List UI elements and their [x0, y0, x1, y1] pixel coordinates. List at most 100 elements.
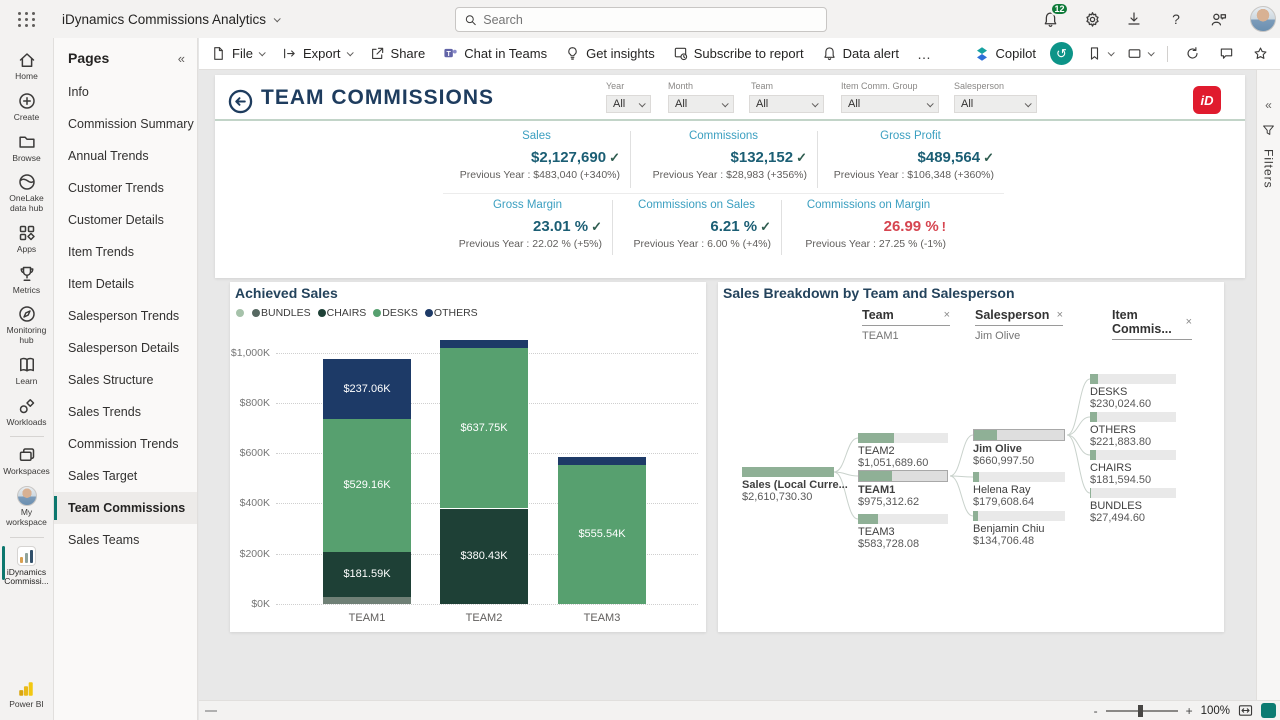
- page-item-sales-structure[interactable]: Sales Structure: [68, 373, 154, 387]
- file-menu-button[interactable]: File: [211, 46, 266, 61]
- app-title-menu[interactable]: iDynamics Commissions Analytics: [62, 12, 281, 27]
- remove-level-icon[interactable]: ×: [943, 309, 950, 321]
- filters-pane-collapsed[interactable]: « Filters: [1256, 70, 1280, 700]
- page-item-commission-trends[interactable]: Commission Trends: [68, 437, 179, 451]
- page-item-info[interactable]: Info: [68, 85, 89, 99]
- share-button[interactable]: Share: [370, 46, 425, 61]
- page-item-salesperson-trends[interactable]: Salesperson Trends: [68, 309, 180, 323]
- zoom-slider-handle[interactable]: [1137, 704, 1143, 717]
- kpi-card-commissions-on-margin[interactable]: Commissions on Margin 26.99 %! Previous …: [805, 199, 946, 250]
- page-item-salesperson-details[interactable]: Salesperson Details: [68, 341, 180, 355]
- bar-segment-OTHERS-TEAM1[interactable]: $237.06K: [323, 359, 411, 419]
- kpi-card-commissions[interactable]: Commissions $132,152 ✓ Previous Year : $2…: [652, 130, 807, 181]
- bookmarks-button[interactable]: [1087, 46, 1115, 61]
- kpi-card-commissions-on-sales[interactable]: Commissions on Sales 6.21 % ✓ Previous Ye…: [633, 199, 771, 250]
- page-item-team-commissions[interactable]: Team Commissions: [54, 492, 197, 524]
- export-menu-button[interactable]: Export: [282, 46, 354, 61]
- salesperson-dropdown[interactable]: All: [954, 95, 1037, 113]
- help-button[interactable]: ?: [1166, 9, 1186, 29]
- legend-item[interactable]: [236, 309, 245, 317]
- rail-item-browse[interactable]: Browse: [0, 128, 54, 169]
- tree-node-BUNDLES[interactable]: BUNDLES $27,494.60: [1090, 488, 1215, 524]
- legend-item-desks[interactable]: DESKS: [373, 307, 418, 319]
- remove-level-icon[interactable]: ×: [1056, 309, 1063, 321]
- collapse-pages-icon[interactable]: «: [177, 50, 185, 66]
- tree-node-DESKS[interactable]: DESKS $230,024.60: [1090, 374, 1215, 410]
- rail-item-learn[interactable]: Learn: [0, 351, 54, 392]
- fit-to-page-icon[interactable]: [1238, 704, 1253, 717]
- page-item-customer-trends[interactable]: Customer Trends: [68, 181, 164, 195]
- rail-item-home[interactable]: Home: [0, 46, 54, 87]
- tree-node-Sales-Local-Curre-[interactable]: Sales (Local Curre... $2,610,730.30: [742, 467, 867, 503]
- rail-item-create[interactable]: Create: [0, 87, 54, 128]
- rail-item-workspaces[interactable]: Workspaces: [0, 441, 54, 482]
- kpi-card-sales[interactable]: Sales $2,127,690 ✓ Previous Year : $483,0…: [459, 130, 620, 181]
- tree-node-TEAM3[interactable]: TEAM3 $583,728.08: [858, 514, 983, 550]
- tree-node-OTHERS[interactable]: OTHERS $221,883.80: [1090, 412, 1215, 448]
- remove-level-icon[interactable]: ×: [1185, 316, 1192, 328]
- zoom-in-button[interactable]: +: [1185, 703, 1193, 718]
- legend-item-bundles[interactable]: BUNDLES: [252, 307, 311, 319]
- global-search[interactable]: [455, 7, 827, 32]
- year-dropdown[interactable]: All: [606, 95, 651, 113]
- tree-node-Benjamin-Chiu[interactable]: Benjamin Chiu $134,706.48: [973, 511, 1098, 547]
- view-mode-button[interactable]: [1127, 46, 1155, 61]
- comments-button[interactable]: [1216, 44, 1236, 64]
- page-item-item-trends[interactable]: Item Trends: [68, 245, 134, 259]
- zoom-slider[interactable]: [1105, 704, 1178, 717]
- rail-item-workloads[interactable]: Workloads: [0, 392, 54, 433]
- rail-item-power-bi[interactable]: Power BI: [0, 676, 54, 720]
- user-avatar[interactable]: [1250, 6, 1276, 32]
- page-item-sales-target[interactable]: Sales Target: [68, 469, 138, 483]
- bar-segment-CHAIRS-TEAM1[interactable]: $181.59K: [323, 551, 411, 598]
- page-item-annual-trends[interactable]: Annual Trends: [68, 149, 149, 163]
- legend-item-others[interactable]: OTHERS: [424, 307, 478, 319]
- bar-segment-CHAIRS-TEAM2[interactable]: $380.43K: [440, 508, 528, 604]
- tree-node-TEAM2[interactable]: TEAM2 $1,051,689.60: [858, 433, 983, 469]
- bar-segment-BUNDLES-TEAM1[interactable]: [323, 597, 411, 604]
- rail-item-my-workspace[interactable]: My workspace: [0, 482, 54, 533]
- more-options-button[interactable]: …: [916, 45, 931, 62]
- favorite-button[interactable]: [1250, 44, 1270, 64]
- kpi-card-gross-profit[interactable]: Gross Profit $489,564 ✓ Previous Year : $…: [833, 130, 994, 181]
- tree-node-TEAM1[interactable]: TEAM1 $975,312.62: [858, 470, 983, 508]
- page-item-sales-trends[interactable]: Sales Trends: [68, 405, 141, 419]
- page-item-item-details[interactable]: Item Details: [68, 277, 134, 291]
- back-button[interactable]: [228, 89, 253, 114]
- bar-segment-DESKS-TEAM2[interactable]: $637.75K: [440, 348, 528, 509]
- rail-item-current-app[interactable]: iDynamics Commissi...: [0, 542, 54, 593]
- rail-item-onelake-data-hub[interactable]: OneLake data hub: [0, 168, 54, 219]
- tree-node-Jim-Olive[interactable]: Jim Olive $660,997.50: [973, 429, 1098, 467]
- tree-node-Helena-Ray[interactable]: Helena Ray $179,608.64: [973, 472, 1098, 508]
- search-input[interactable]: [483, 12, 818, 27]
- download-button[interactable]: [1124, 9, 1144, 29]
- legend-item-chairs[interactable]: CHAIRS: [317, 307, 366, 319]
- month-dropdown[interactable]: All: [668, 95, 734, 113]
- expand-filters-icon[interactable]: «: [1265, 98, 1272, 112]
- page-item-sales-teams[interactable]: Sales Teams: [68, 533, 140, 547]
- reset-view-button[interactable]: ↺: [1050, 42, 1073, 65]
- zoom-out-button[interactable]: -: [1093, 703, 1098, 718]
- rail-item-metrics[interactable]: Metrics: [0, 260, 54, 301]
- kpi-card-gross-margin[interactable]: Gross Margin 23.01 % ✓ Previous Year : 22…: [458, 199, 602, 250]
- data-alert-button[interactable]: Data alert: [822, 46, 899, 61]
- get-insights-button[interactable]: Get insights: [565, 46, 655, 61]
- waffle-menu-icon[interactable]: [0, 0, 54, 38]
- item-comm-group-dropdown[interactable]: All: [841, 95, 939, 113]
- chat-in-teams-button[interactable]: T Chat in Teams: [443, 46, 547, 61]
- rail-item-monitoring-hub[interactable]: Monitoring hub: [0, 300, 54, 351]
- bar-segment-DESKS-TEAM3[interactable]: $555.54K: [558, 464, 646, 604]
- bar-segment-OTHERS-TEAM3[interactable]: [558, 457, 646, 465]
- page-item-customer-details[interactable]: Customer Details: [68, 213, 164, 227]
- bar-segment-OTHERS-TEAM2[interactable]: [440, 340, 528, 349]
- bar-segment-DESKS-TEAM1[interactable]: $529.16K: [323, 418, 411, 552]
- rail-item-apps[interactable]: Apps: [0, 219, 54, 260]
- team-dropdown[interactable]: All: [749, 95, 824, 113]
- teal-corner-button[interactable]: [1261, 703, 1276, 718]
- notifications-button[interactable]: 12: [1040, 2, 1069, 29]
- feedback-button[interactable]: [1208, 9, 1228, 29]
- copilot-button[interactable]: Copilot: [974, 46, 1036, 62]
- page-item-commission-summary[interactable]: Commission Summary: [68, 117, 194, 131]
- tree-node-CHAIRS[interactable]: CHAIRS $181,594.50: [1090, 450, 1215, 486]
- refresh-button[interactable]: [1182, 44, 1202, 64]
